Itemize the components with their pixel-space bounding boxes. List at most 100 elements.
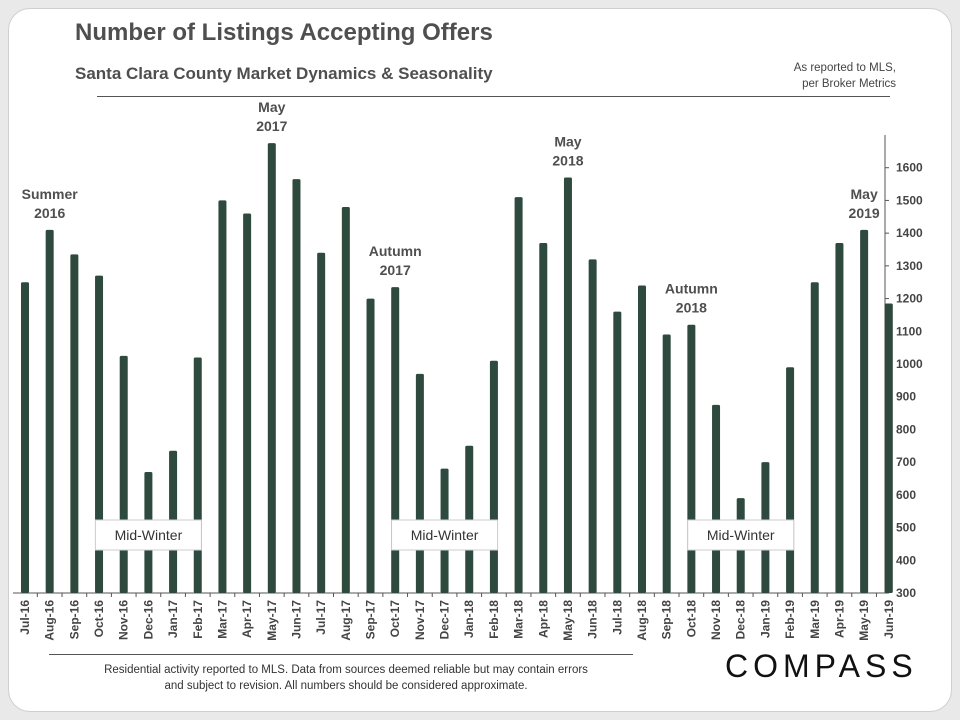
y-tick-label: 500	[896, 521, 916, 535]
y-tick-label: 800	[896, 422, 916, 436]
x-tick-label: Aug-17	[339, 600, 353, 641]
x-tick-label: Jul-17	[314, 600, 328, 635]
title-divider	[97, 96, 890, 97]
source-note: As reported to MLS, per Broker Metrics	[793, 62, 896, 90]
x-tick-label: Jun-17	[289, 600, 303, 639]
bar	[687, 324, 696, 593]
x-tick-label: Apr-19	[832, 600, 846, 638]
bar	[70, 254, 79, 593]
x-tick-label: Dec-17	[438, 600, 452, 640]
peak-annotation: May 2017	[256, 99, 287, 134]
x-tick-label: Aug-16	[43, 600, 57, 641]
x-tick-label: Sep-18	[660, 600, 674, 640]
bar	[613, 311, 622, 593]
y-tick-label: 400	[896, 553, 916, 567]
bar	[638, 285, 646, 593]
x-tick-label: May-17	[265, 600, 279, 641]
y-tick-label: 1200	[896, 292, 923, 306]
bar	[786, 367, 795, 593]
y-tick-label: 1000	[896, 357, 923, 371]
x-tick-label: Feb-19	[783, 600, 797, 639]
bar	[366, 298, 375, 593]
bar	[465, 445, 474, 593]
y-tick-label: 700	[896, 455, 916, 469]
bar	[415, 373, 424, 593]
y-tick-label: 1300	[896, 259, 923, 273]
x-tick-label: Apr-18	[536, 600, 550, 638]
mid-winter-box	[391, 519, 499, 551]
y-tick-label: 1100	[896, 324, 922, 338]
x-tick-label: Mar-17	[215, 600, 229, 639]
mid-winter-label: Mid-Winter	[411, 527, 479, 543]
bar	[218, 200, 227, 593]
peak-annotation: Autumn 2018	[665, 281, 718, 316]
compass-logo: COMPASS	[725, 648, 918, 684]
bar	[243, 213, 252, 593]
bar	[391, 287, 400, 593]
x-tick-label: Nov-18	[709, 600, 723, 640]
bar	[193, 357, 202, 593]
bar	[341, 206, 350, 593]
peak-annotation: May 2019	[849, 186, 880, 221]
peak-annotation: May 2018	[552, 134, 583, 169]
bar	[712, 404, 721, 593]
x-tick-label: Dec-18	[734, 600, 748, 640]
bar	[292, 179, 301, 593]
bar	[835, 242, 844, 593]
x-tick-label: Jun-19	[882, 600, 896, 639]
x-tick-label: Mar-18	[512, 600, 526, 639]
x-tick-label: Nov-16	[117, 600, 131, 640]
x-tick-label: May-19	[857, 600, 871, 641]
x-tick-label: Mar-19	[808, 600, 822, 639]
bar	[662, 334, 671, 593]
bar	[514, 197, 523, 593]
bar	[489, 360, 498, 593]
x-tick-label: Feb-17	[191, 600, 205, 639]
mid-winter-label: Mid-Winter	[707, 527, 775, 543]
bar	[45, 229, 54, 593]
x-tick-label: Jun-18	[586, 600, 600, 639]
x-tick-label: Jan-18	[462, 600, 476, 638]
x-tick-label: Jan-17	[166, 600, 180, 638]
bar	[884, 303, 893, 593]
y-tick-label: 1600	[896, 161, 923, 175]
x-tick-label: Dec-16	[141, 600, 155, 640]
x-tick-label: Jan-19	[758, 600, 772, 638]
peak-annotation: Summer 2016	[22, 186, 79, 221]
y-tick-label: 300	[896, 586, 916, 600]
bar	[267, 143, 276, 593]
footer-divider	[49, 654, 633, 655]
bar	[563, 177, 572, 593]
x-tick-label: Feb-18	[487, 600, 501, 639]
x-tick-label: Oct-18	[684, 600, 698, 638]
bar	[810, 282, 819, 593]
y-tick-label: 1400	[896, 226, 923, 240]
peak-annotation: Autumn 2017	[369, 243, 422, 278]
x-tick-label: Oct-16	[92, 600, 106, 638]
x-tick-label: Apr-17	[240, 600, 254, 638]
x-tick-label: Jul-16	[18, 600, 32, 635]
chart-title: Number of Listings Accepting Offers	[75, 19, 493, 46]
bar	[95, 275, 104, 593]
chart-subtitle: Santa Clara County Market Dynamics & Sea…	[75, 64, 493, 83]
mid-winter-label: Mid-Winter	[115, 527, 183, 543]
x-tick-label: Nov-17	[413, 600, 427, 640]
x-tick-label: Aug-18	[635, 600, 649, 641]
x-tick-label: Oct-17	[388, 600, 402, 638]
x-tick-label: May-18	[561, 600, 575, 641]
bar	[588, 259, 597, 593]
bar	[539, 242, 548, 593]
y-tick-label: 600	[896, 488, 916, 502]
x-tick-label: Sep-16	[67, 600, 81, 640]
bar	[21, 282, 29, 593]
bar	[119, 355, 128, 593]
footer-disclaimer: Residential activity reported to MLS. Da…	[104, 664, 588, 692]
y-tick-label: 1500	[896, 193, 923, 207]
bar	[317, 252, 326, 593]
mid-winter-box	[94, 519, 202, 551]
x-tick-label: Sep-17	[364, 600, 378, 640]
mid-winter-box	[687, 519, 795, 551]
x-tick-label: Jul-18	[610, 600, 624, 635]
y-tick-label: 900	[896, 390, 916, 404]
